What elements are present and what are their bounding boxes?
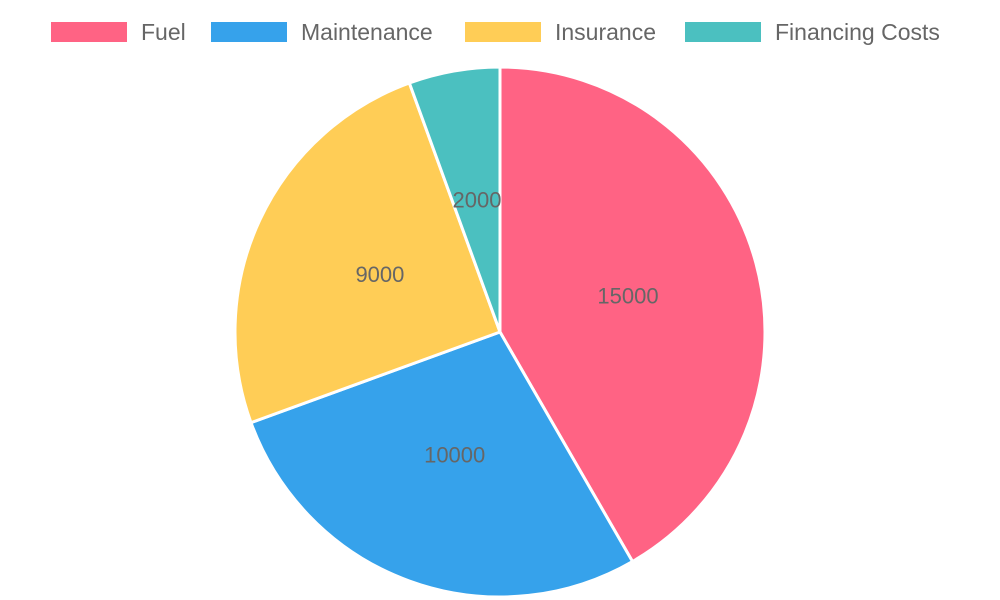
pie-slice-financing-costs[interactable] bbox=[407, 65, 502, 334]
data-label-fuel: 15000 bbox=[597, 284, 658, 309]
legend-label-insurance: Insurance bbox=[555, 18, 657, 45]
legend-item-financing-costs[interactable]: Financing Costs bbox=[685, 16, 940, 48]
pie-slice-fuel[interactable] bbox=[498, 65, 767, 563]
legend-swatch-fuel bbox=[51, 22, 127, 42]
legend-label-fuel: Fuel bbox=[141, 18, 186, 45]
data-label-financing-costs: 2000 bbox=[453, 187, 502, 212]
legend: Fuel Maintenance Insurance Financing Cos… bbox=[0, 16, 1000, 48]
legend-item-insurance[interactable]: Insurance bbox=[465, 16, 656, 48]
legend-swatch-maintenance bbox=[211, 22, 287, 42]
data-label-maintenance: 10000 bbox=[424, 442, 485, 467]
data-label-insurance: 9000 bbox=[355, 262, 404, 287]
legend-label-financing-costs: Financing Costs bbox=[775, 18, 940, 45]
legend-swatch-insurance bbox=[465, 22, 541, 42]
legend-item-maintenance[interactable]: Maintenance bbox=[211, 16, 433, 48]
pie-slice-insurance[interactable] bbox=[233, 81, 502, 425]
legend-item-fuel[interactable]: Fuel bbox=[51, 16, 186, 48]
legend-label-maintenance: Maintenance bbox=[301, 18, 433, 45]
legend-swatch-financing-costs bbox=[685, 22, 761, 42]
pie-slice-maintenance[interactable] bbox=[249, 330, 634, 599]
